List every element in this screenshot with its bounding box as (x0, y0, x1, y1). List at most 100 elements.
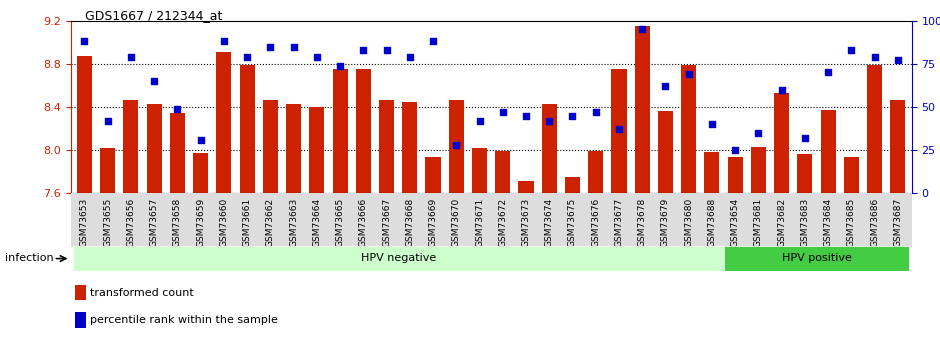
Text: GSM73680: GSM73680 (684, 197, 693, 247)
Bar (426, 157, 441, 193)
Point (263, 44, 278, 49)
Point (519, 113, 534, 118)
Text: GSM73654: GSM73654 (730, 197, 740, 247)
Bar (193, 153, 208, 193)
Text: GSM73662: GSM73662 (266, 197, 274, 247)
Bar (240, 65, 255, 193)
Point (101, 118, 116, 124)
Bar (611, 69, 627, 193)
Text: GSM73678: GSM73678 (637, 197, 647, 247)
Text: GSM73660: GSM73660 (219, 197, 228, 247)
Text: GSM73653: GSM73653 (80, 197, 89, 247)
Bar (658, 111, 673, 193)
Bar (724, 246, 910, 271)
Text: GSM73670: GSM73670 (452, 197, 461, 247)
Text: GSM73677: GSM73677 (615, 197, 623, 247)
Point (588, 109, 603, 115)
Bar (355, 69, 371, 193)
Text: GSM73684: GSM73684 (823, 197, 833, 247)
Point (193, 137, 208, 142)
Bar (77, 56, 92, 193)
Point (844, 47, 859, 53)
Bar (263, 100, 278, 193)
Point (77, 39, 92, 44)
Text: GSM73656: GSM73656 (126, 197, 135, 247)
Point (541, 118, 556, 124)
Text: GSM73671: GSM73671 (475, 197, 484, 247)
Point (356, 47, 371, 53)
Bar (286, 104, 301, 193)
Text: GSM73668: GSM73668 (405, 197, 415, 247)
Bar (101, 148, 116, 193)
Point (286, 44, 301, 49)
Text: GSM73688: GSM73688 (708, 197, 716, 247)
Bar (379, 100, 394, 193)
Point (565, 113, 580, 118)
Point (495, 109, 510, 115)
Point (216, 39, 231, 44)
Point (426, 39, 441, 44)
Text: GDS1667 / 212344_at: GDS1667 / 212344_at (85, 9, 222, 22)
Bar (72, 246, 724, 271)
Point (751, 130, 766, 136)
Bar (309, 107, 324, 193)
Point (147, 78, 162, 84)
Point (867, 54, 882, 60)
Text: percentile rank within the sample: percentile rank within the sample (90, 315, 278, 325)
Point (472, 118, 487, 124)
Point (821, 70, 836, 75)
Bar (216, 52, 231, 193)
Point (658, 83, 673, 89)
Point (890, 58, 905, 63)
Bar (867, 65, 882, 193)
Text: GSM73661: GSM73661 (243, 197, 252, 247)
Text: GSM73687: GSM73687 (893, 197, 902, 247)
Text: GSM73667: GSM73667 (382, 197, 391, 247)
Text: GSM73685: GSM73685 (847, 197, 856, 247)
Text: GSM73683: GSM73683 (800, 197, 809, 247)
Bar (147, 104, 162, 193)
Point (123, 54, 138, 60)
Text: GSM73673: GSM73673 (522, 197, 530, 247)
Point (170, 106, 185, 111)
Bar (472, 148, 487, 193)
Text: GSM73682: GSM73682 (777, 197, 786, 247)
Point (448, 142, 463, 148)
Point (379, 47, 394, 53)
Bar (704, 152, 719, 193)
Bar (797, 154, 812, 193)
Point (611, 127, 626, 132)
Bar (448, 100, 463, 193)
Text: HPV positive: HPV positive (781, 254, 852, 263)
Text: GSM73663: GSM73663 (290, 197, 298, 247)
Bar (634, 26, 650, 193)
Point (634, 27, 650, 32)
Point (402, 54, 417, 60)
Text: GSM73672: GSM73672 (498, 197, 508, 247)
Point (704, 121, 719, 127)
Text: GSM73681: GSM73681 (754, 197, 763, 247)
Bar (495, 151, 510, 193)
Bar (402, 101, 417, 193)
Bar (333, 69, 348, 193)
Text: GSM73665: GSM73665 (336, 197, 345, 247)
Point (728, 147, 743, 153)
Text: GSM73676: GSM73676 (591, 197, 601, 247)
Bar (519, 181, 534, 193)
Text: GSM73675: GSM73675 (568, 197, 577, 247)
Point (309, 54, 324, 60)
Bar (821, 110, 836, 193)
Text: GSM73666: GSM73666 (359, 197, 368, 247)
Text: GSM73658: GSM73658 (173, 197, 182, 247)
Text: GSM73664: GSM73664 (312, 197, 321, 247)
Text: GSM73679: GSM73679 (661, 197, 670, 247)
Text: GSM73657: GSM73657 (149, 197, 159, 247)
Text: GSM73686: GSM73686 (870, 197, 879, 247)
Bar (588, 151, 603, 193)
Point (775, 87, 790, 92)
Text: infection: infection (5, 253, 54, 263)
Bar (565, 177, 580, 193)
Bar (775, 93, 790, 193)
Point (240, 54, 255, 60)
Point (682, 71, 697, 77)
